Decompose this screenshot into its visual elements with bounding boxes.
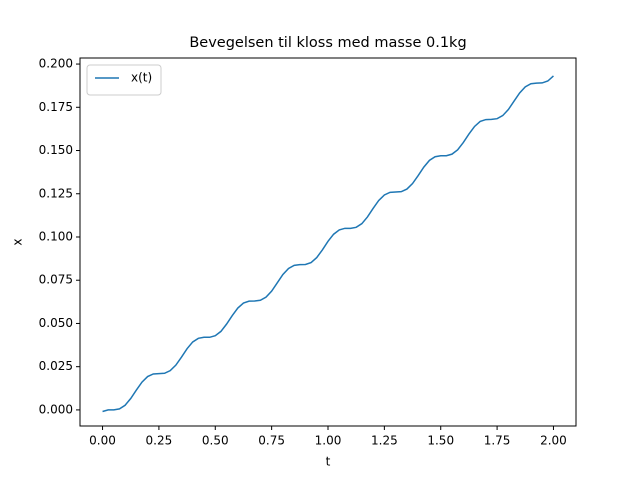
y-tick-label: 0.200 [39,57,73,71]
x-tick-label: 0.00 [89,434,116,448]
x-tick-label: 1.50 [427,434,454,448]
y-tick-label: 0.100 [39,229,73,243]
data-line [102,75,554,413]
y-tick-label: 0.175 [39,100,73,114]
y-axis-label: x [11,238,25,245]
x-tick-label: 1.75 [484,434,511,448]
x-tick-label: 0.75 [258,434,285,448]
x-tick-label: 1.25 [371,434,398,448]
plot-frame [79,57,577,427]
y-tick-label: 0.000 [39,402,73,416]
legend-box [86,64,162,96]
y-tick-label: 0.125 [39,186,73,200]
y-tick-label: 0.150 [39,143,73,157]
x-tick-label: 2.00 [540,434,567,448]
x-tick-label: 0.50 [202,434,229,448]
x-axis-label: t [326,455,331,469]
legend-label: x(t) [131,71,152,85]
y-tick-label: 0.075 [39,273,73,287]
x-tick-label: 1.00 [315,434,342,448]
chart-title: Bevegelsen til kloss med masse 0.1kg [189,35,466,51]
y-tick-label: 0.050 [39,316,73,330]
y-tick-label: 0.025 [39,359,73,373]
x-tick-label: 0.25 [146,434,173,448]
